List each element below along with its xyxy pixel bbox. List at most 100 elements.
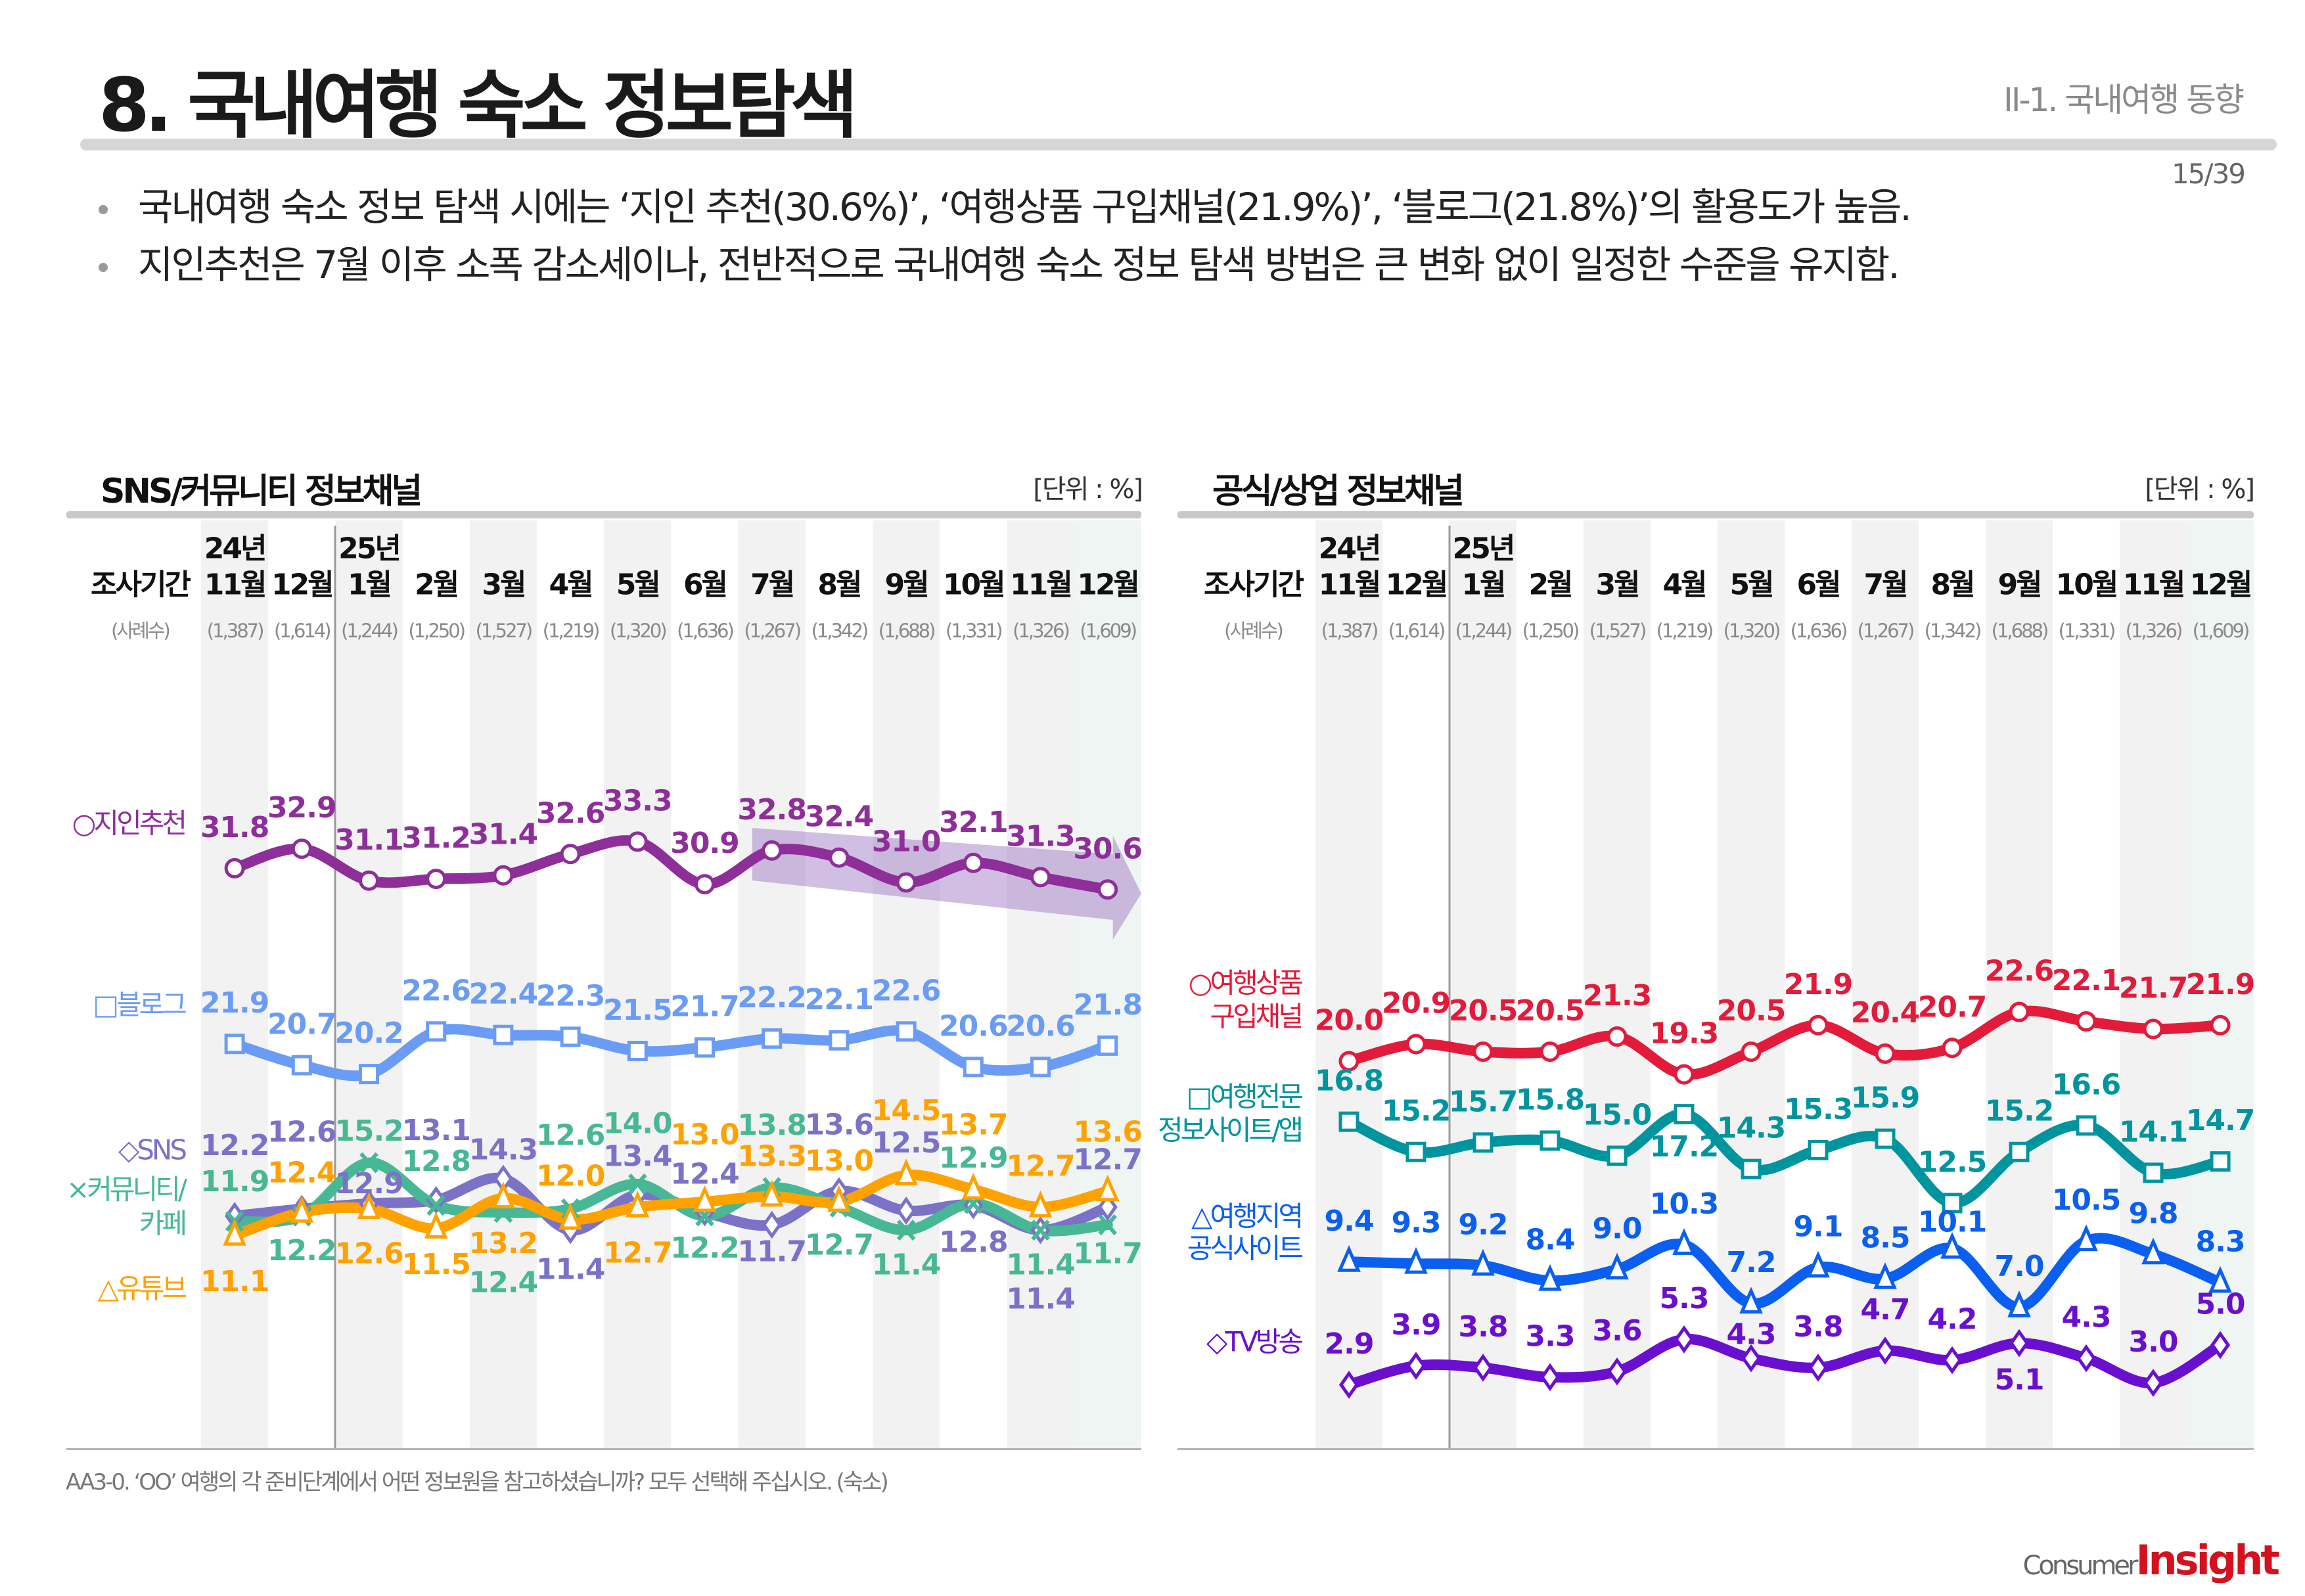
data-label: 15.2 (334, 1114, 403, 1148)
sample-size: (1,387) (1321, 620, 1377, 642)
bullet-dot-icon (99, 262, 108, 272)
square-marker-icon (1097, 1035, 1118, 1056)
diamond-marker-icon (1097, 1193, 1118, 1221)
data-label: 11.4 (1006, 1283, 1075, 1316)
circle-marker-icon (1338, 1051, 1359, 1072)
legend-label: ×커뮤니티/ (66, 1174, 188, 1206)
triangle-marker-icon (693, 1185, 717, 1212)
triangle-marker-icon (1672, 1228, 1696, 1255)
legend-label: 정보사이트/앱 (1158, 1114, 1301, 1147)
data-label: 5.1 (1995, 1363, 2044, 1397)
data-label: 12.4 (267, 1156, 336, 1190)
triangle-marker-icon (894, 1158, 918, 1185)
column-stripe (1517, 520, 1584, 1448)
section-label: II-1. 국내여행 동향 (2003, 81, 2245, 119)
year-label: 25년 (338, 532, 399, 566)
data-label: 21.7 (670, 990, 739, 1024)
unit-label-right: [단위 : %] (2145, 474, 2255, 505)
triangle-marker-icon (1538, 1264, 1562, 1291)
data-label: 13.8 (737, 1108, 806, 1142)
circle-marker-icon (762, 840, 783, 861)
diamond-marker-icon (1540, 1363, 1561, 1392)
data-label: 11.4 (872, 1248, 941, 1282)
square-marker-icon (963, 1057, 984, 1078)
sample-size: (1,614) (274, 620, 330, 642)
data-label: 21.9 (200, 986, 269, 1020)
data-label: 4.7 (1861, 1293, 1910, 1327)
data-label: 15.8 (1516, 1083, 1585, 1116)
diamond-marker-icon (1472, 1354, 1494, 1382)
data-label: 11.4 (536, 1253, 605, 1287)
month-label: 10월 (2056, 568, 2117, 602)
data-label: 22.6 (1985, 955, 2054, 988)
month-label: 4월 (1662, 568, 1705, 602)
column-stripe (873, 520, 940, 1448)
diamond-marker-icon (762, 1210, 782, 1239)
circle-marker-icon (1472, 1041, 1494, 1062)
column-stripe (201, 520, 269, 1448)
sample-size-label: (사례수) (1224, 620, 1282, 642)
data-label: 3.8 (1459, 1310, 1508, 1344)
month-label: 12월 (1077, 568, 1138, 602)
triangle-marker-icon (827, 1185, 851, 1212)
sample-size: (1,527) (476, 620, 532, 642)
triangle-marker-icon (1404, 1246, 1428, 1274)
column-stripe (537, 520, 605, 1448)
data-label: 3.6 (1593, 1314, 1642, 1348)
data-label: 11.1 (200, 1265, 269, 1298)
legend-label: 구입채널 (1210, 1001, 1301, 1033)
column-stripe (940, 520, 1007, 1448)
period-label: 조사기간 (91, 568, 191, 602)
square-marker-icon (493, 1024, 514, 1045)
sample-size: (1,250) (1522, 620, 1578, 642)
data-label: 12.7 (1006, 1150, 1075, 1183)
x-marker-icon (359, 1152, 378, 1174)
sample-size: (1,387) (207, 620, 263, 642)
month-label: 11월 (2123, 568, 2184, 602)
data-label: 15.0 (1583, 1099, 1652, 1132)
column-stripe (1785, 520, 1852, 1448)
triangle-marker-icon (1940, 1231, 1964, 1259)
triangle-marker-icon (1739, 1287, 1763, 1314)
sample-size: (1,219) (1656, 620, 1712, 642)
diamond-marker-icon (1875, 1336, 1896, 1365)
circle-marker-icon (896, 872, 917, 893)
data-label: 22.3 (536, 979, 605, 1013)
data-label: 20.7 (267, 1008, 336, 1041)
column-stripe (1651, 520, 1718, 1448)
data-label: 8.3 (2196, 1225, 2245, 1258)
data-label: 3.0 (2129, 1325, 2178, 1359)
consumer-insight-logo: ConsumerInsight (2023, 1536, 2280, 1584)
square-marker-icon (2009, 1141, 2030, 1162)
triangle-marker-icon (1337, 1245, 1361, 1272)
circle-marker-icon (2210, 1015, 2231, 1036)
sample-size: (1,326) (2126, 620, 2181, 642)
square-marker-icon (1674, 1104, 1695, 1125)
data-label: 30.9 (670, 827, 739, 860)
triangle-marker-icon (2208, 1265, 2232, 1293)
footnote: AA3-0. ‘OO’ 여행의 각 준비단계에서 어떤 정보원을 참고하셨습니까… (66, 1469, 889, 1495)
data-label: 13.2 (469, 1227, 538, 1260)
square-marker-icon (829, 1030, 850, 1051)
data-label: 11.7 (1073, 1237, 1142, 1271)
data-label: 3.3 (1526, 1319, 1575, 1353)
month-label: 7월 (1863, 568, 1906, 602)
month-label: 12월 (2190, 568, 2251, 602)
year-label: 25년 (1453, 532, 1514, 566)
chart-bottom-line-left (66, 1448, 1141, 1450)
sample-size: (1,331) (2059, 620, 2114, 642)
data-label: 21.3 (1583, 979, 1652, 1013)
column-stripe (1007, 520, 1074, 1448)
circle-marker-icon (1674, 1064, 1695, 1085)
legend-label: 카페 (139, 1208, 185, 1240)
sample-size: (1,609) (1080, 620, 1135, 642)
page-title: 8. 국내여행 숙소 정보탐색 (99, 63, 858, 148)
data-label: 8.4 (1526, 1223, 1575, 1257)
month-label: 9월 (1997, 568, 2040, 602)
data-label: 31.8 (200, 811, 269, 844)
month-label: 12월 (1386, 568, 1447, 602)
sample-size: (1,688) (1992, 620, 2047, 642)
column-stripe (738, 520, 806, 1448)
legend-label: □여행전문 (1187, 1081, 1303, 1113)
